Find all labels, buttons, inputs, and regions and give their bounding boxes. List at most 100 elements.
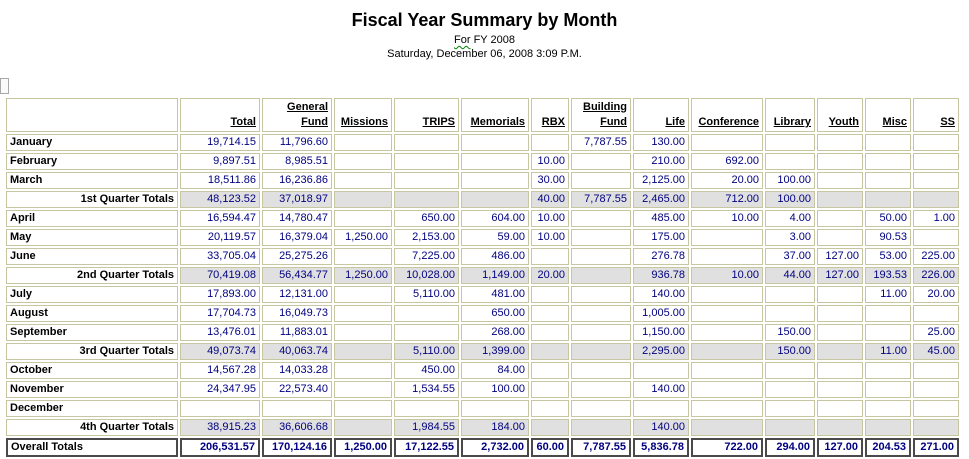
table-row: 4th Quarter Totals 38,915.23 36,606.68 1,98… xyxy=(6,419,959,436)
cell: 8,985.51 xyxy=(262,153,332,170)
cell: 12,131.00 xyxy=(262,286,332,303)
cell xyxy=(913,381,959,398)
cell xyxy=(571,324,631,341)
cell: 44.00 xyxy=(765,267,815,284)
table-row: June 33,705.04 25,275.26 7,225.00 486.00 276.… xyxy=(6,248,959,265)
cell xyxy=(691,305,763,322)
cell xyxy=(394,172,459,189)
cell xyxy=(334,286,392,303)
column-header: Life xyxy=(633,98,689,132)
row-label: May xyxy=(6,229,178,246)
cell xyxy=(865,419,911,436)
cell: 16,379.04 xyxy=(262,229,332,246)
cell: 2,125.00 xyxy=(633,172,689,189)
cell xyxy=(334,191,392,208)
cell: 14,567.28 xyxy=(180,362,260,379)
cell: 2,153.00 xyxy=(394,229,459,246)
cell: 140.00 xyxy=(633,286,689,303)
cell xyxy=(817,172,863,189)
cell: 140.00 xyxy=(633,419,689,436)
row-label: February xyxy=(6,153,178,170)
row-label: September xyxy=(6,324,178,341)
cell xyxy=(817,210,863,227)
row-label: 3rd Quarter Totals xyxy=(6,343,178,360)
cell: 936.78 xyxy=(633,267,689,284)
table-row: May 20,119.57 16,379.04 1,250.00 2,153.00 59.… xyxy=(6,229,959,246)
table-row: 1st Quarter Totals 48,123.52 37,018.97 40.0… xyxy=(6,191,959,208)
cell: 127.00 xyxy=(817,267,863,284)
table-row: January 19,714.15 11,796.60 7,787.55 130.00 xyxy=(6,134,959,151)
cell: 53.00 xyxy=(865,248,911,265)
cell xyxy=(461,191,529,208)
cell: 16,594.47 xyxy=(180,210,260,227)
cell: 20,119.57 xyxy=(180,229,260,246)
cell xyxy=(817,134,863,151)
cell: 10.00 xyxy=(531,210,569,227)
cell: 30.00 xyxy=(531,172,569,189)
cell xyxy=(334,153,392,170)
cell: 204.53 xyxy=(865,438,911,457)
cell: 271.00 xyxy=(913,438,959,457)
cell: 22,573.40 xyxy=(262,381,332,398)
cell xyxy=(765,286,815,303)
cell xyxy=(571,286,631,303)
cell: 100.00 xyxy=(765,172,815,189)
cell xyxy=(817,381,863,398)
cell: 11.00 xyxy=(865,343,911,360)
table-row: February 9,897.51 8,985.51 10.00 210.00 692.0… xyxy=(6,153,959,170)
cell: 1,399.00 xyxy=(461,343,529,360)
cell: 170,124.16 xyxy=(262,438,332,457)
cell: 5,110.00 xyxy=(394,343,459,360)
cell xyxy=(913,134,959,151)
cell xyxy=(765,400,815,417)
cell xyxy=(334,381,392,398)
cell xyxy=(913,362,959,379)
cell xyxy=(817,419,863,436)
cell: 20.00 xyxy=(691,172,763,189)
column-header: TRIPS xyxy=(394,98,459,132)
row-label: December xyxy=(6,400,178,417)
cell xyxy=(913,419,959,436)
cell: 4.00 xyxy=(765,210,815,227)
cell: 294.00 xyxy=(765,438,815,457)
row-label: Overall Totals xyxy=(6,438,178,457)
cell: 127.00 xyxy=(817,248,863,265)
cell: 10.00 xyxy=(531,229,569,246)
cell xyxy=(571,419,631,436)
cell: 40.00 xyxy=(531,191,569,208)
row-label: October xyxy=(6,362,178,379)
cell xyxy=(571,210,631,227)
header-row: Total General Fund Missions TRIPS Memorials R… xyxy=(6,98,959,132)
cell xyxy=(334,134,392,151)
cell: 20.00 xyxy=(913,286,959,303)
cell: 16,049.73 xyxy=(262,305,332,322)
cell xyxy=(531,419,569,436)
cell: 17,122.55 xyxy=(394,438,459,457)
cell: 84.00 xyxy=(461,362,529,379)
table-row: August 17,704.73 16,049.73 650.00 1,005.00 xyxy=(6,305,959,322)
column-header: Misc xyxy=(865,98,911,132)
cell xyxy=(334,210,392,227)
cell xyxy=(571,267,631,284)
cell xyxy=(571,362,631,379)
cell: 225.00 xyxy=(913,248,959,265)
cell xyxy=(691,381,763,398)
cell xyxy=(334,248,392,265)
cell: 7,787.55 xyxy=(571,134,631,151)
cell: 3.00 xyxy=(765,229,815,246)
table-row: March 18,511.86 16,236.86 30.00 2,125.00 20.0… xyxy=(6,172,959,189)
cell xyxy=(633,362,689,379)
cell: 18,511.86 xyxy=(180,172,260,189)
cell: 692.00 xyxy=(691,153,763,170)
cell: 1,534.55 xyxy=(394,381,459,398)
cell xyxy=(461,400,529,417)
cell: 40,063.74 xyxy=(262,343,332,360)
cell xyxy=(531,286,569,303)
fiscal-summary-table: Total General Fund Missions TRIPS Memorials R… xyxy=(4,96,961,459)
table-row: October 14,567.28 14,033.28 450.00 84.00 xyxy=(6,362,959,379)
cell: 11.00 xyxy=(865,286,911,303)
cell xyxy=(865,153,911,170)
column-header: Building Fund xyxy=(571,98,631,132)
cell xyxy=(394,324,459,341)
cell: 1,250.00 xyxy=(334,438,392,457)
